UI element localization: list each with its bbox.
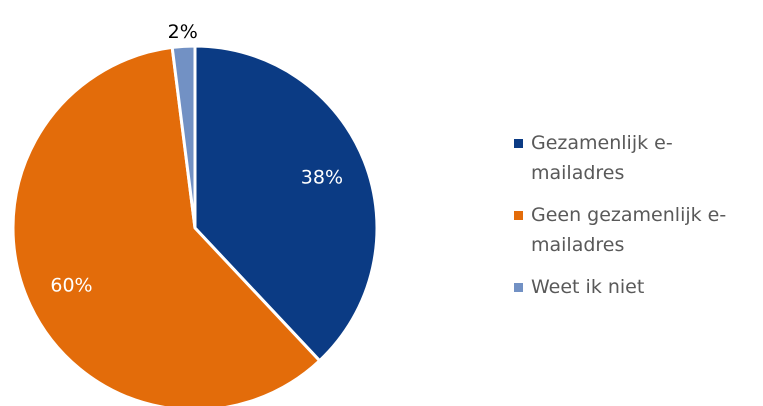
data-label: 38% — [301, 166, 343, 188]
data-label: 60% — [50, 275, 92, 297]
legend-swatch — [514, 139, 523, 148]
data-label: 2% — [168, 21, 198, 43]
pie-slice — [170, 44, 197, 229]
pie-slice — [193, 44, 379, 363]
legend-swatch — [514, 211, 523, 220]
pie-slice — [11, 45, 322, 406]
legend: Gezamenlijk e-mailadres Geen gezamenlijk … — [514, 128, 744, 314]
legend-label: Geen gezamenlijk e-mailadres — [531, 204, 727, 256]
legend-item: Gezamenlijk e-mailadres — [514, 128, 744, 188]
legend-item: Geen gezamenlijk e-mailadres — [514, 200, 744, 260]
legend-label: Weet ik niet — [531, 276, 645, 298]
legend-label: Gezamenlijk e-mailadres — [531, 132, 673, 184]
legend-swatch — [514, 283, 523, 292]
legend-item: Weet ik niet — [514, 272, 744, 302]
